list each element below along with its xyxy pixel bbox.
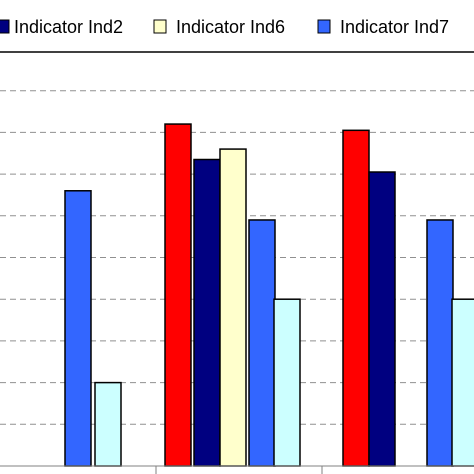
bar (426, 219, 454, 467)
x-axis-ticks (155, 466, 323, 474)
legend: Indicator Ind2 Indicator Ind6 Indicator … (0, 17, 449, 37)
bar (342, 129, 370, 467)
legend-label-ind7: Indicator Ind7 (340, 17, 449, 37)
bar (219, 148, 247, 467)
bars (64, 123, 474, 467)
legend-swatch-ind6 (153, 19, 167, 34)
bar (164, 123, 192, 467)
legend-label-ind2: Indicator Ind2 (14, 17, 123, 37)
bar (273, 298, 301, 467)
bar (64, 190, 92, 467)
legend-swatch-ind2 (0, 19, 10, 34)
legend-swatch-ind7 (317, 19, 331, 34)
bar (94, 381, 122, 467)
bar (193, 158, 221, 467)
bar (248, 219, 276, 467)
bar (451, 298, 474, 467)
legend-label-ind6: Indicator Ind6 (176, 17, 285, 37)
bar (368, 171, 396, 467)
